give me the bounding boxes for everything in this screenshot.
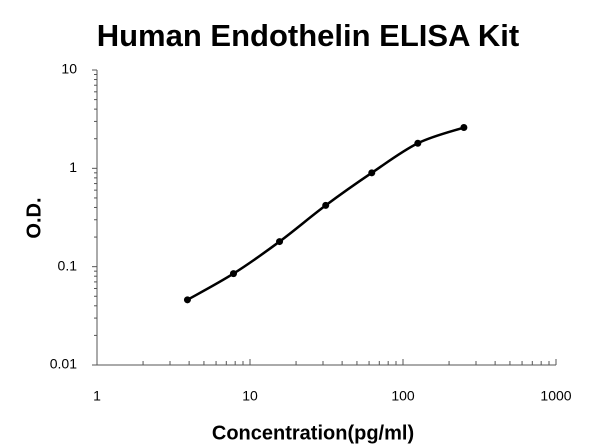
x-tick-label: 100 <box>391 388 415 404</box>
data-point <box>368 169 376 177</box>
y-axis-label: O.D. <box>23 197 45 238</box>
chart-title: Human Endothelin ELISA Kit <box>97 18 520 53</box>
y-tick-label: 0.1 <box>58 257 78 273</box>
data-point <box>414 139 422 147</box>
x-tick-label: 1000 <box>540 388 571 404</box>
y-tick-label: 10 <box>61 61 77 77</box>
fit-curve <box>186 126 465 301</box>
y-tick-label: 1 <box>69 159 77 175</box>
data-point <box>183 296 191 304</box>
data-point <box>460 124 468 132</box>
data-point <box>276 238 284 246</box>
x-tick-label: 1 <box>93 388 101 404</box>
x-tick-label: 10 <box>242 388 258 404</box>
data-point <box>322 201 330 209</box>
data-point <box>229 270 237 278</box>
x-axis-label: Concentration(pg/ml) <box>212 422 414 444</box>
y-tick-label: 0.01 <box>50 356 77 372</box>
